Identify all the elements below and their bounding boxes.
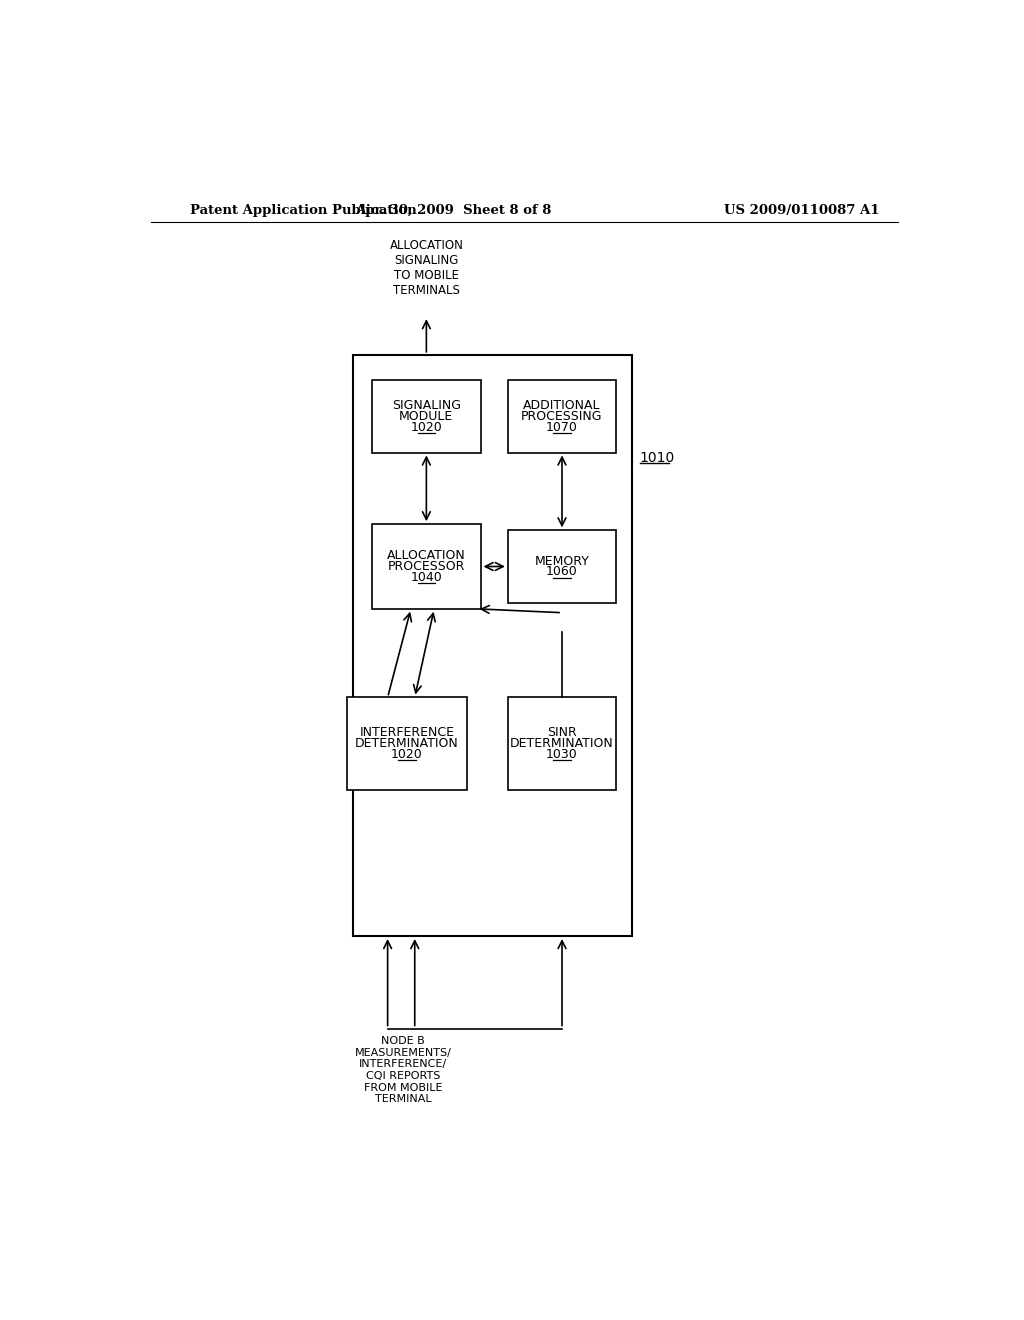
Text: Apr. 30, 2009  Sheet 8 of 8: Apr. 30, 2009 Sheet 8 of 8 bbox=[355, 205, 552, 218]
Text: ALLOCATION
SIGNALING
TO MOBILE
TERMINALS: ALLOCATION SIGNALING TO MOBILE TERMINALS bbox=[389, 239, 463, 297]
Text: DETERMINATION: DETERMINATION bbox=[510, 737, 613, 750]
Text: 1020: 1020 bbox=[411, 421, 442, 433]
Text: US 2009/0110087 A1: US 2009/0110087 A1 bbox=[725, 205, 880, 218]
Text: ALLOCATION: ALLOCATION bbox=[387, 549, 466, 562]
Bar bbox=[508, 697, 616, 789]
Text: NODE B
MEASUREMENTS/
INTERFERENCE/
CQI REPORTS
FROM MOBILE
TERMINAL: NODE B MEASUREMENTS/ INTERFERENCE/ CQI R… bbox=[354, 1036, 452, 1105]
Text: 1030: 1030 bbox=[546, 748, 578, 760]
Bar bbox=[372, 380, 480, 453]
Text: PROCESSOR: PROCESSOR bbox=[388, 560, 465, 573]
Bar bbox=[508, 529, 616, 603]
Bar bbox=[508, 380, 616, 453]
Text: ADDITIONAL: ADDITIONAL bbox=[523, 399, 601, 412]
Text: SINR: SINR bbox=[547, 726, 577, 739]
Bar bbox=[352, 355, 632, 936]
Text: SIGNALING: SIGNALING bbox=[392, 399, 461, 412]
Text: INTERFERENCE: INTERFERENCE bbox=[359, 726, 455, 739]
Text: MEMORY: MEMORY bbox=[535, 554, 590, 568]
Text: Patent Application Publication: Patent Application Publication bbox=[190, 205, 417, 218]
Text: 1070: 1070 bbox=[546, 421, 578, 433]
Text: 1020: 1020 bbox=[391, 748, 423, 760]
Text: PROCESSING: PROCESSING bbox=[521, 409, 603, 422]
Text: MODULE: MODULE bbox=[399, 409, 454, 422]
Text: 1040: 1040 bbox=[411, 570, 442, 583]
Bar bbox=[347, 697, 467, 789]
Text: 1060: 1060 bbox=[546, 565, 578, 578]
Text: 1010: 1010 bbox=[640, 451, 675, 465]
Bar bbox=[372, 524, 480, 609]
Text: DETERMINATION: DETERMINATION bbox=[355, 737, 459, 750]
